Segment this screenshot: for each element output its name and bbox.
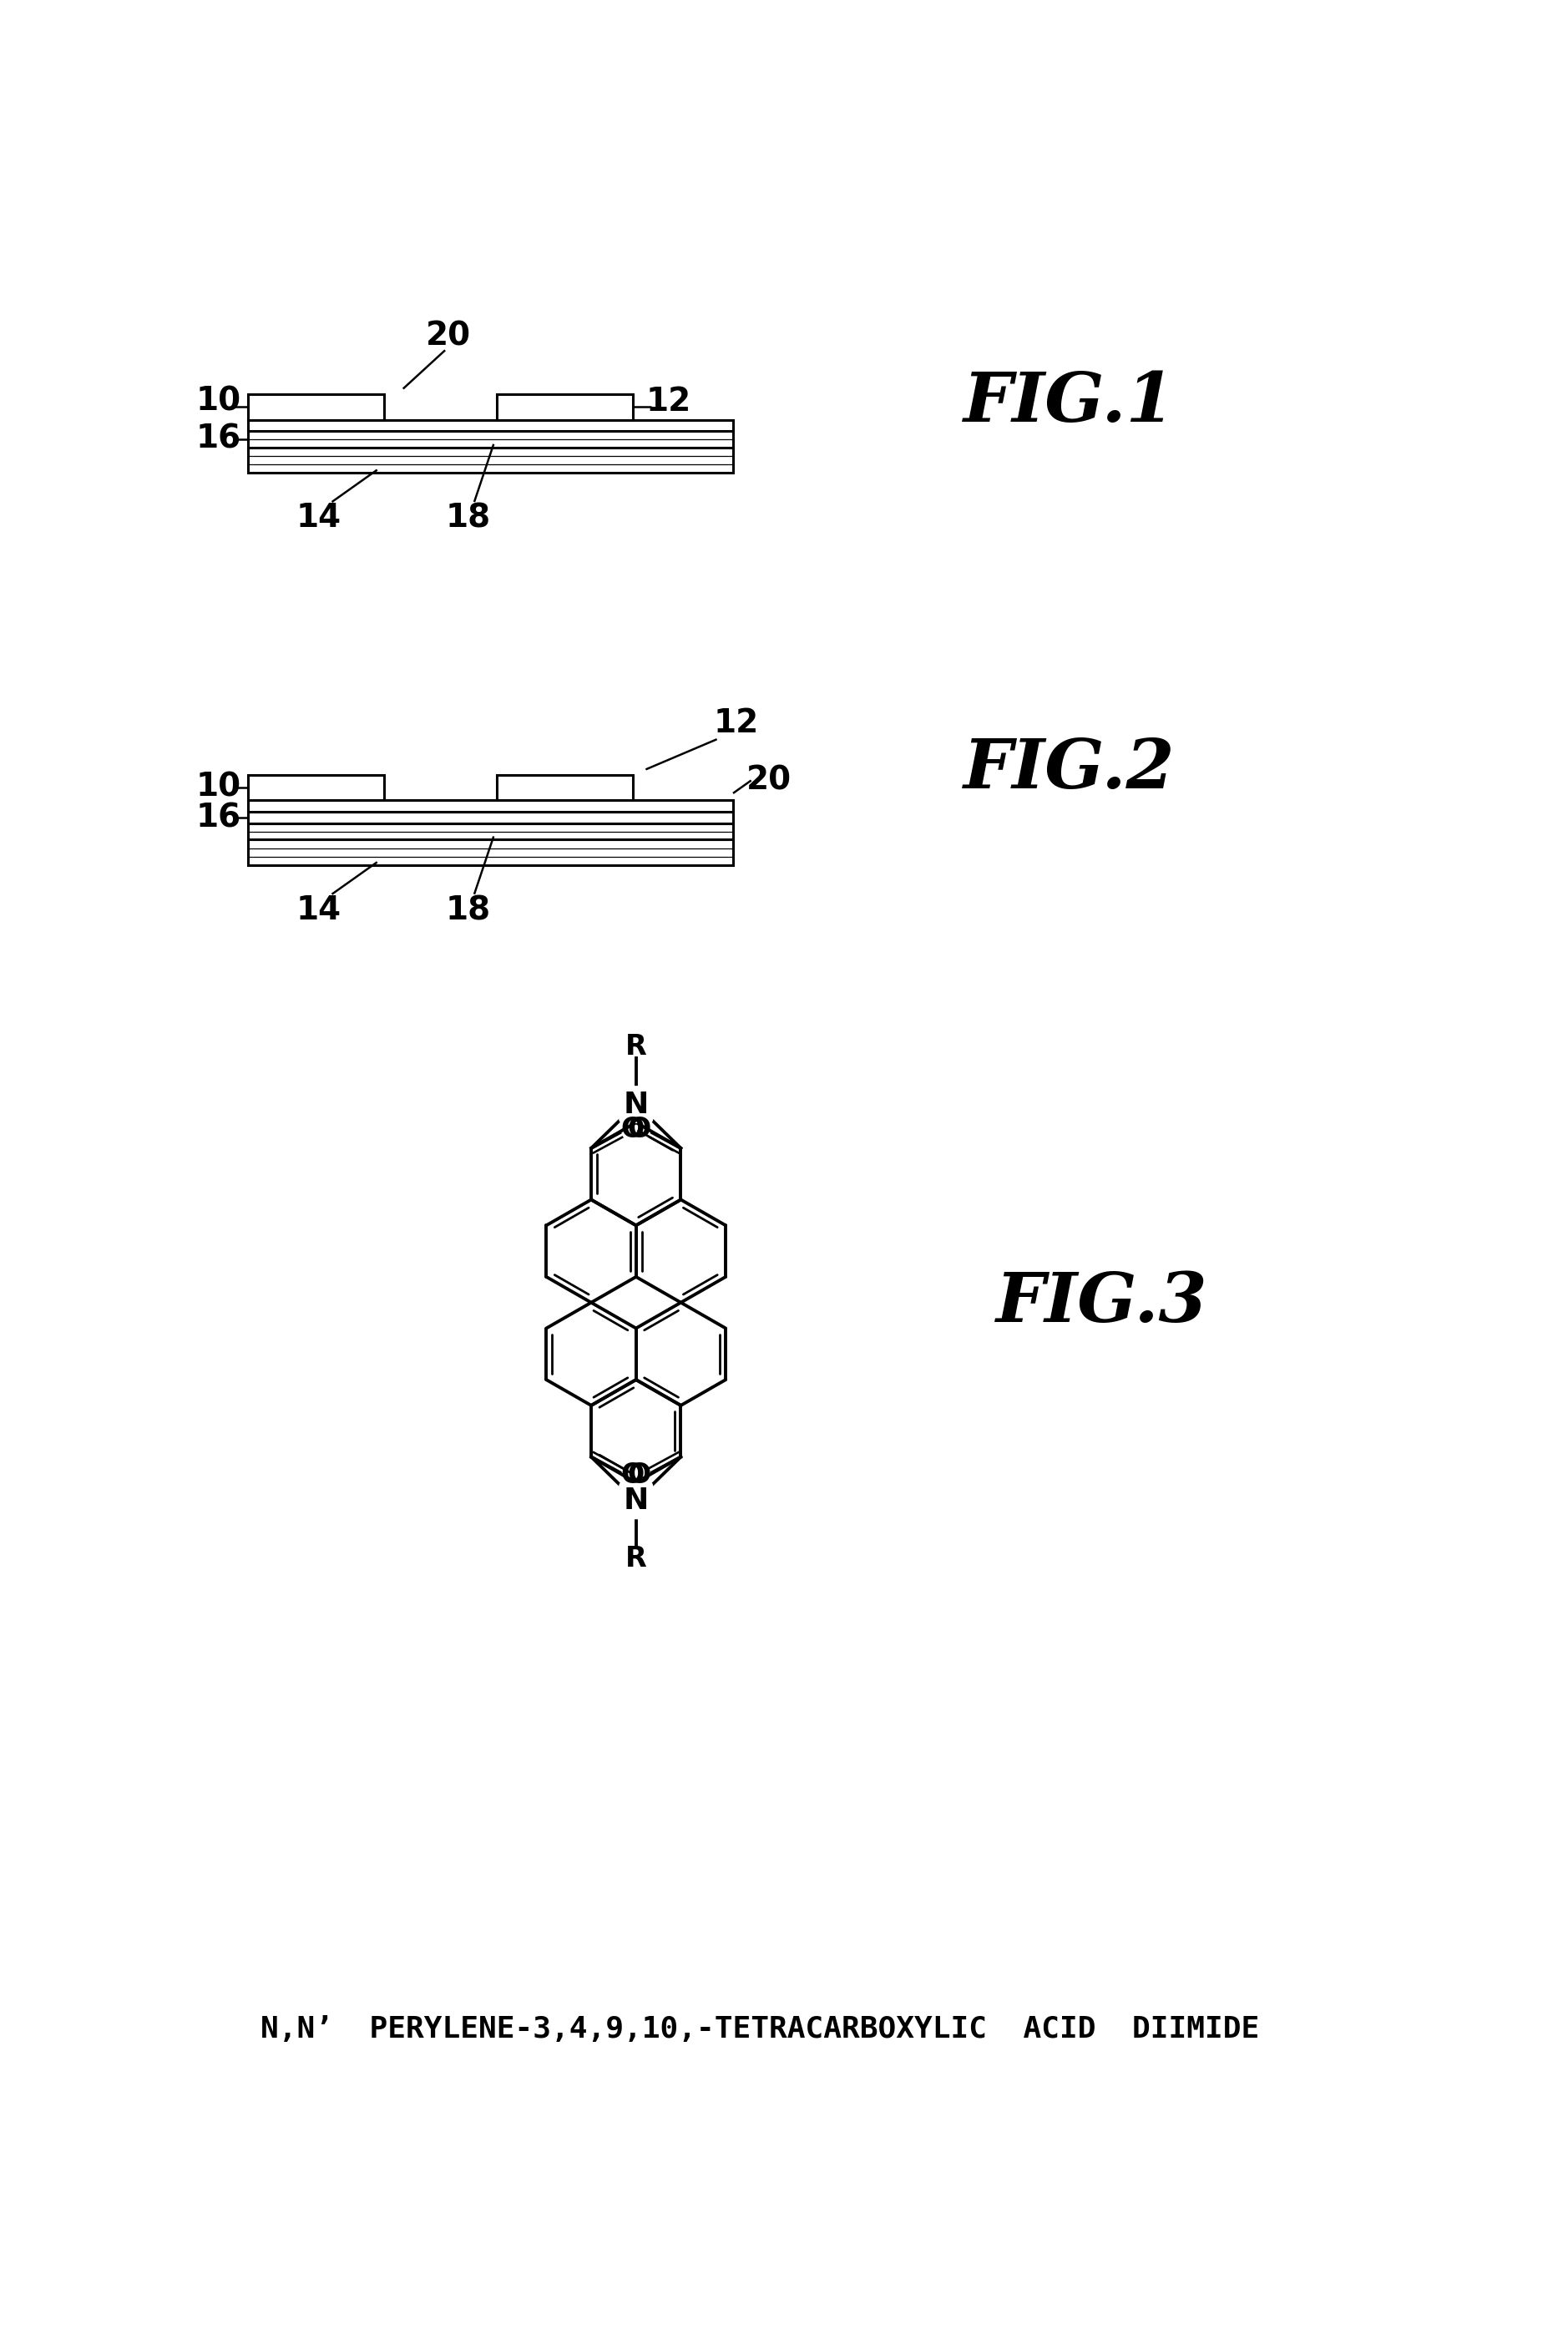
Text: O: O [621, 1461, 644, 1489]
Text: R: R [626, 1545, 646, 1571]
Bar [248, 840, 734, 865]
Text: N,N’  PERYLENE-3,4,9,10,-TETRACARBOXYLIC  ACID  DIIMIDE: N,N’ PERYLENE-3,4,9,10,-TETRACARBOXYLIC … [260, 2014, 1259, 2042]
Bar [248, 774, 384, 800]
Text: 16: 16 [196, 802, 241, 832]
Text: 14: 14 [296, 893, 342, 926]
Text: O: O [621, 1116, 644, 1144]
Text: FIG.2: FIG.2 [964, 736, 1176, 802]
Bar [248, 448, 734, 474]
Text: O: O [627, 1461, 651, 1489]
Bar [248, 823, 734, 840]
Text: 18: 18 [445, 893, 491, 926]
Text: 12: 12 [646, 387, 691, 417]
Bar [248, 800, 734, 811]
Bar [248, 811, 734, 823]
Text: FIG.1: FIG.1 [964, 368, 1176, 436]
Text: 16: 16 [196, 424, 241, 455]
Bar [248, 431, 734, 448]
Text: N: N [624, 1487, 649, 1515]
Bar [248, 394, 384, 420]
Text: 20: 20 [426, 321, 470, 352]
Text: 10: 10 [196, 772, 241, 804]
Text: O: O [627, 1116, 651, 1144]
Text: 18: 18 [445, 502, 491, 535]
Text: 12: 12 [713, 708, 759, 739]
Text: FIG.3: FIG.3 [996, 1269, 1207, 1337]
Bar [248, 420, 734, 431]
Text: N: N [624, 1090, 649, 1119]
Text: 14: 14 [296, 502, 342, 535]
Text: 20: 20 [746, 764, 792, 797]
Text: R: R [626, 1032, 646, 1060]
Text: 10: 10 [196, 387, 241, 417]
Bar [497, 394, 633, 420]
Bar [497, 774, 633, 800]
